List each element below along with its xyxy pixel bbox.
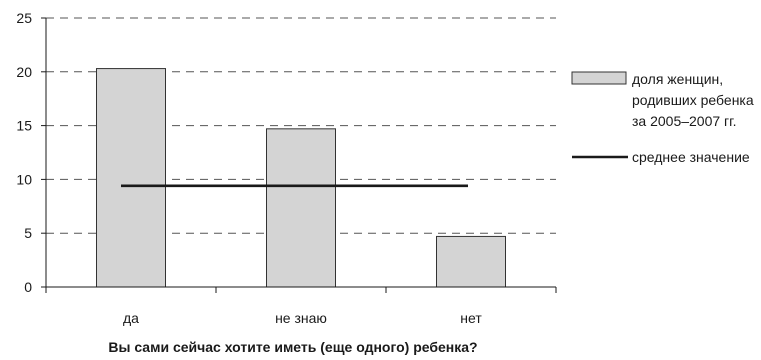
legend-bar-label: родивших ребенка — [632, 92, 754, 108]
category-label: нет — [460, 310, 482, 326]
axes — [41, 17, 557, 293]
category-labels: да не знаю нет — [123, 310, 482, 326]
y-tick-label: 20 — [16, 64, 32, 80]
bar-1 — [266, 128, 336, 288]
legend: доля женщин, родивших ребенка за 2005–2007… — [571, 71, 754, 165]
y-tick-label: 10 — [16, 171, 32, 187]
legend-bar-swatch — [571, 71, 627, 85]
y-tick-label: 5 — [24, 225, 32, 241]
legend-bar-label: за 2005–2007 гг. — [632, 113, 736, 129]
category-label: да — [123, 310, 139, 326]
bar-0 — [96, 68, 166, 288]
y-tick-label: 15 — [16, 118, 32, 134]
y-tick-label: 25 — [16, 10, 32, 26]
category-label: не знаю — [275, 310, 327, 326]
y-tick-labels: 0 5 10 15 20 25 — [16, 10, 32, 295]
bars — [96, 68, 506, 288]
y-tick-label: 0 — [24, 279, 32, 295]
x-axis-title: Вы сами сейчас хотите иметь (еще одного)… — [108, 339, 477, 355]
bar-2 — [436, 235, 506, 288]
legend-bar-label: доля женщин, — [632, 71, 723, 87]
legend-line-label: среднее значение — [632, 149, 750, 165]
